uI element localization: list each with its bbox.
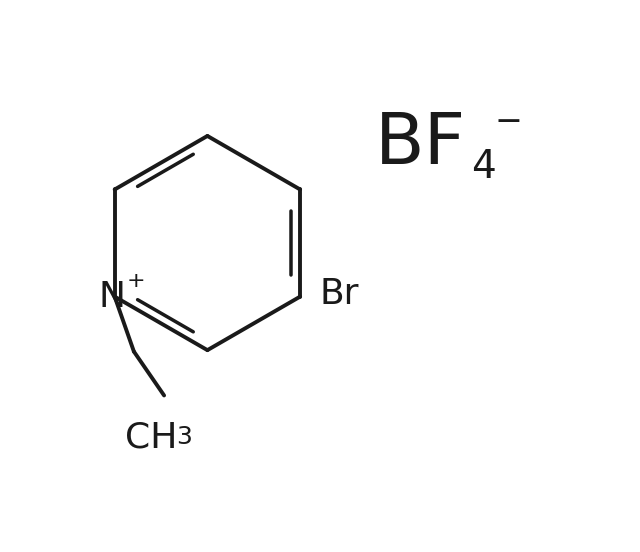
Text: Br: Br [320, 277, 360, 311]
Text: −: − [495, 105, 523, 137]
Text: 4: 4 [471, 148, 496, 186]
Text: N: N [99, 280, 125, 314]
Text: CH: CH [125, 420, 178, 454]
Text: BF: BF [375, 110, 466, 179]
Text: 3: 3 [177, 424, 193, 449]
Text: +: + [126, 271, 145, 291]
